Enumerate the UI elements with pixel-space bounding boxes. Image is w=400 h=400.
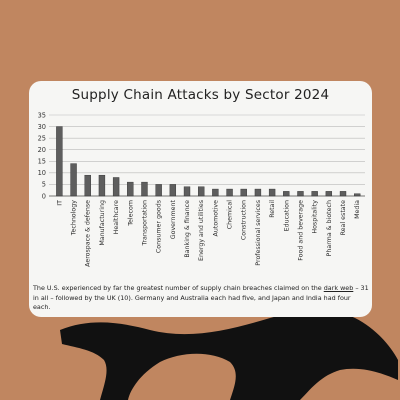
chart-title: Supply Chain Attacks by Sector 2024 (71, 87, 330, 103)
bar-15 (254, 188, 262, 197)
chart-card: Supply Chain Attacks by Sector 2024 0 5 10… (29, 81, 372, 317)
x-tick-label-5: Healthcare (113, 200, 120, 234)
y-tick-label-15: 15 (38, 158, 46, 166)
x-tick-label-2: Technology (71, 200, 78, 237)
x-tick-label-8: Consumer goods (156, 200, 163, 253)
x-tick-label-1: IT (56, 200, 63, 206)
y-tick-label-25: 25 (38, 134, 46, 142)
y-tick-label-5: 5 (42, 181, 46, 189)
x-tick-label-10: Banking & finance (184, 200, 191, 258)
x-tick-label-21: Real estate (340, 200, 347, 236)
bar-9 (169, 184, 177, 197)
y-tick-label-30: 30 (38, 123, 46, 131)
bar-chart: 0 5 10 15 20 25 30 35 IT Technology Aerospace & de… (38, 111, 365, 267)
x-tick-label-11: Energy and utilities (198, 200, 205, 261)
x-tick-label-16: Retail (269, 200, 276, 218)
bar-2 (70, 163, 77, 197)
x-tick-label-22: Media (354, 200, 361, 219)
x-tick-label-20: Pharma & biotech (326, 200, 333, 256)
x-tick-label-7: Transportation (141, 200, 148, 246)
bar-22 (354, 193, 361, 197)
x-tick-label-19: Hospitality (312, 200, 319, 234)
dark-web-link[interactable]: dark web (323, 284, 354, 292)
x-tick-label-12: Automotive (212, 200, 219, 237)
x-tick-label-15: Professional services (255, 200, 262, 266)
bar-3 (84, 174, 91, 197)
bar-18 (297, 191, 304, 197)
bar-1 (56, 126, 63, 197)
y-tick-label-20: 20 (38, 146, 46, 154)
caption-text-2: – 31 in all – followed by the UK (10). G… (33, 284, 369, 311)
bar-8 (155, 184, 162, 197)
bar-16 (268, 188, 276, 197)
x-tick-label-17: Education (283, 200, 290, 231)
bar-20 (325, 191, 333, 197)
bar-19 (311, 191, 318, 197)
bar-14 (240, 188, 247, 197)
x-tick-label-13: Chemical (227, 200, 234, 229)
y-tick-label-10: 10 (38, 169, 46, 177)
x-tick-label-4: Manufacturing (99, 200, 106, 246)
bar-17 (283, 191, 290, 197)
bar-5 (112, 177, 120, 197)
bar-11 (198, 186, 205, 197)
bar-4 (98, 174, 106, 197)
x-tick-label-9: Government (170, 199, 177, 239)
x-tick-label-3: Aerospace & defense (85, 200, 92, 267)
bar-12 (212, 188, 219, 197)
y-tick-label-35: 35 (38, 111, 46, 119)
bar-6 (127, 181, 134, 197)
y-tick-label-0: 0 (42, 192, 46, 200)
bar-13 (226, 188, 233, 197)
x-tick-label-18: Food and beverage (297, 200, 304, 261)
caption-text-1: The U.S. experienced by far the greatest… (33, 284, 324, 292)
chart-caption: The U.S. experienced by far the greatest… (33, 284, 369, 313)
bar-7 (141, 181, 148, 197)
x-tick-label-14: Construction (241, 200, 248, 240)
x-tick-label-6: Telecom (127, 200, 134, 227)
bar-21 (339, 191, 347, 197)
bar-10 (183, 186, 191, 197)
